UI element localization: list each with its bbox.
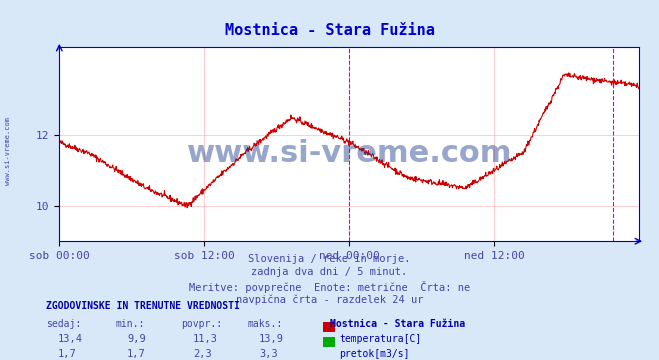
Text: 13,4: 13,4 [58,334,83,344]
Text: ZGODOVINSKE IN TRENUTNE VREDNOSTI: ZGODOVINSKE IN TRENUTNE VREDNOSTI [46,301,240,311]
Text: sedaj:: sedaj: [46,319,81,329]
Text: 1,7: 1,7 [127,349,146,359]
Text: Meritve: povprečne  Enote: metrične  Črta: ne: Meritve: povprečne Enote: metrične Črta:… [189,281,470,293]
Text: zadnja dva dni / 5 minut.: zadnja dva dni / 5 minut. [251,267,408,278]
Text: Mostnica - Stara Fužina: Mostnica - Stara Fužina [330,319,465,329]
Text: www.si-vreme.com: www.si-vreme.com [186,139,512,168]
Text: 2,3: 2,3 [193,349,212,359]
Text: povpr.:: povpr.: [181,319,222,329]
Text: temperatura[C]: temperatura[C] [339,334,422,344]
Text: www.si-vreme.com: www.si-vreme.com [5,117,11,185]
Text: 3,3: 3,3 [259,349,277,359]
Text: 11,3: 11,3 [193,334,218,344]
Text: 1,7: 1,7 [58,349,76,359]
Text: min.:: min.: [115,319,145,329]
Text: Slovenija / reke in morje.: Slovenija / reke in morje. [248,254,411,264]
Text: 9,9: 9,9 [127,334,146,344]
Text: 13,9: 13,9 [259,334,284,344]
Text: maks.:: maks.: [247,319,282,329]
Text: Mostnica - Stara Fužina: Mostnica - Stara Fužina [225,23,434,39]
Text: pretok[m3/s]: pretok[m3/s] [339,349,410,359]
Text: navpična črta - razdelek 24 ur: navpična črta - razdelek 24 ur [236,295,423,305]
